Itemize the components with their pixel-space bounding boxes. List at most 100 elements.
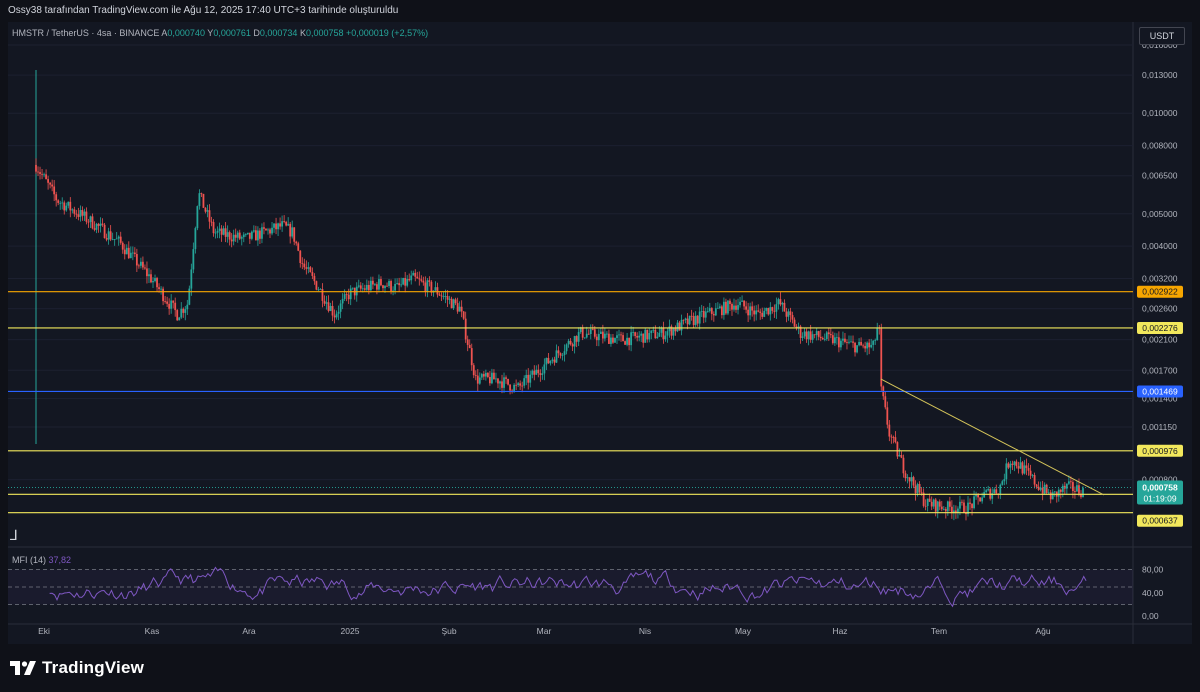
- candle-body: [1065, 483, 1068, 489]
- candle-body: [874, 340, 877, 341]
- candle-body: [743, 300, 745, 307]
- candle-body: [575, 336, 578, 342]
- candle-body: [630, 332, 633, 346]
- candle-body: [144, 267, 146, 269]
- candle-body: [121, 242, 124, 250]
- candle-body: [573, 336, 576, 347]
- candle-body: [180, 308, 183, 318]
- chart-svg[interactable]: 0,016000 0,013000 0,010000 0,008000 0,006500…: [8, 22, 1192, 644]
- candle-body: [723, 301, 725, 316]
- candle-body: [480, 374, 483, 378]
- trend-line: [880, 378, 1105, 496]
- candle-body: [158, 287, 160, 290]
- candle-body: [1057, 489, 1060, 497]
- mfi-legend[interactable]: MFI (14) 37,82: [12, 555, 71, 565]
- candle-body: [170, 300, 173, 309]
- candle-body: [363, 288, 366, 290]
- candle-body: [146, 268, 148, 277]
- candle-body: [371, 280, 374, 285]
- candle-body: [908, 477, 911, 482]
- candle-body: [710, 308, 713, 314]
- candle-body: [148, 274, 150, 277]
- candle-body: [912, 477, 915, 486]
- candle-body: [301, 262, 304, 264]
- candle-body: [805, 331, 808, 340]
- candle-body: [521, 385, 524, 387]
- candle-body: [486, 372, 489, 377]
- candle-body: [850, 341, 852, 343]
- candle-body: [735, 305, 737, 310]
- symbol-legend[interactable]: HMSTR / TetherUS · 4sa · BINANCE A0,0007…: [12, 28, 428, 38]
- candle-body: [823, 338, 826, 340]
- candle-body: [1009, 463, 1012, 468]
- candle-body: [133, 252, 136, 255]
- candle-body: [747, 309, 750, 316]
- price-level-tag: [1137, 444, 1183, 457]
- candle-body: [1025, 465, 1028, 469]
- candle-body: [862, 345, 865, 347]
- price-level-tag: [1137, 385, 1183, 398]
- candle-body: [610, 337, 612, 344]
- candle-body: [291, 227, 294, 237]
- symbol-title[interactable]: HMSTR / TetherUS · 4sa · BINANCE: [12, 28, 160, 38]
- currency-button[interactable]: USDT: [1139, 27, 1185, 45]
- candle-body: [595, 336, 598, 341]
- candle-body: [682, 319, 685, 321]
- candle-body: [775, 304, 778, 312]
- y-tick-label: 0,001400: [1142, 393, 1178, 403]
- candle-body: [759, 311, 762, 313]
- candle-body: [414, 272, 417, 277]
- candle-body: [517, 383, 520, 385]
- candle-body: [438, 294, 441, 296]
- candle-body: [430, 281, 433, 293]
- candle-body: [357, 285, 360, 287]
- candle-body: [190, 269, 193, 289]
- candle-body: [515, 384, 518, 386]
- candle-body: [769, 307, 772, 315]
- candle-body: [777, 299, 780, 305]
- x-tick-label: 2025: [341, 626, 360, 636]
- candle-body: [626, 337, 628, 345]
- candle-body: [240, 237, 243, 239]
- candle-body: [507, 378, 509, 385]
- candle-body: [557, 350, 560, 354]
- candle-body: [188, 288, 191, 305]
- candle-body: [571, 344, 574, 347]
- low-label: D: [253, 28, 260, 38]
- candle-body: [317, 289, 320, 291]
- candle-body: [870, 344, 873, 348]
- candle-body: [95, 223, 98, 230]
- candle-body: [200, 193, 203, 194]
- y-tick-label: 0,013000: [1142, 70, 1178, 80]
- candle-body: [995, 489, 998, 494]
- candle-body: [898, 455, 901, 457]
- chart-panel[interactable]: 0,016000 0,013000 0,010000 0,008000 0,006500…: [8, 22, 1192, 644]
- tradingview-logo[interactable]: TradingView: [10, 658, 144, 678]
- candle-body: [624, 341, 626, 345]
- candle-body: [739, 301, 741, 306]
- candle-body: [733, 305, 735, 310]
- y-tick-label: 0,010000: [1142, 108, 1178, 118]
- candle-body: [979, 497, 982, 502]
- candle-body: [345, 294, 348, 296]
- candle-body: [279, 223, 281, 227]
- candle-body: [281, 221, 284, 227]
- mfi-value: 37,82: [48, 555, 72, 565]
- mfi-tick-label: 80,00: [1142, 565, 1164, 575]
- candle-body: [640, 333, 643, 336]
- candle-body: [303, 263, 306, 268]
- candle-body: [226, 232, 229, 237]
- candle-body: [367, 285, 370, 291]
- candle-body: [940, 506, 943, 510]
- candle-body: [275, 223, 277, 230]
- candle-body: [618, 334, 620, 336]
- candle-body: [123, 249, 126, 255]
- candle-body: [250, 231, 253, 239]
- candle-body: [601, 331, 604, 339]
- candle-body: [202, 193, 205, 208]
- candle-body: [1031, 475, 1034, 476]
- candle-body: [928, 498, 931, 502]
- candle-body: [214, 232, 217, 234]
- candle-body: [307, 267, 310, 269]
- candle-body: [210, 221, 213, 223]
